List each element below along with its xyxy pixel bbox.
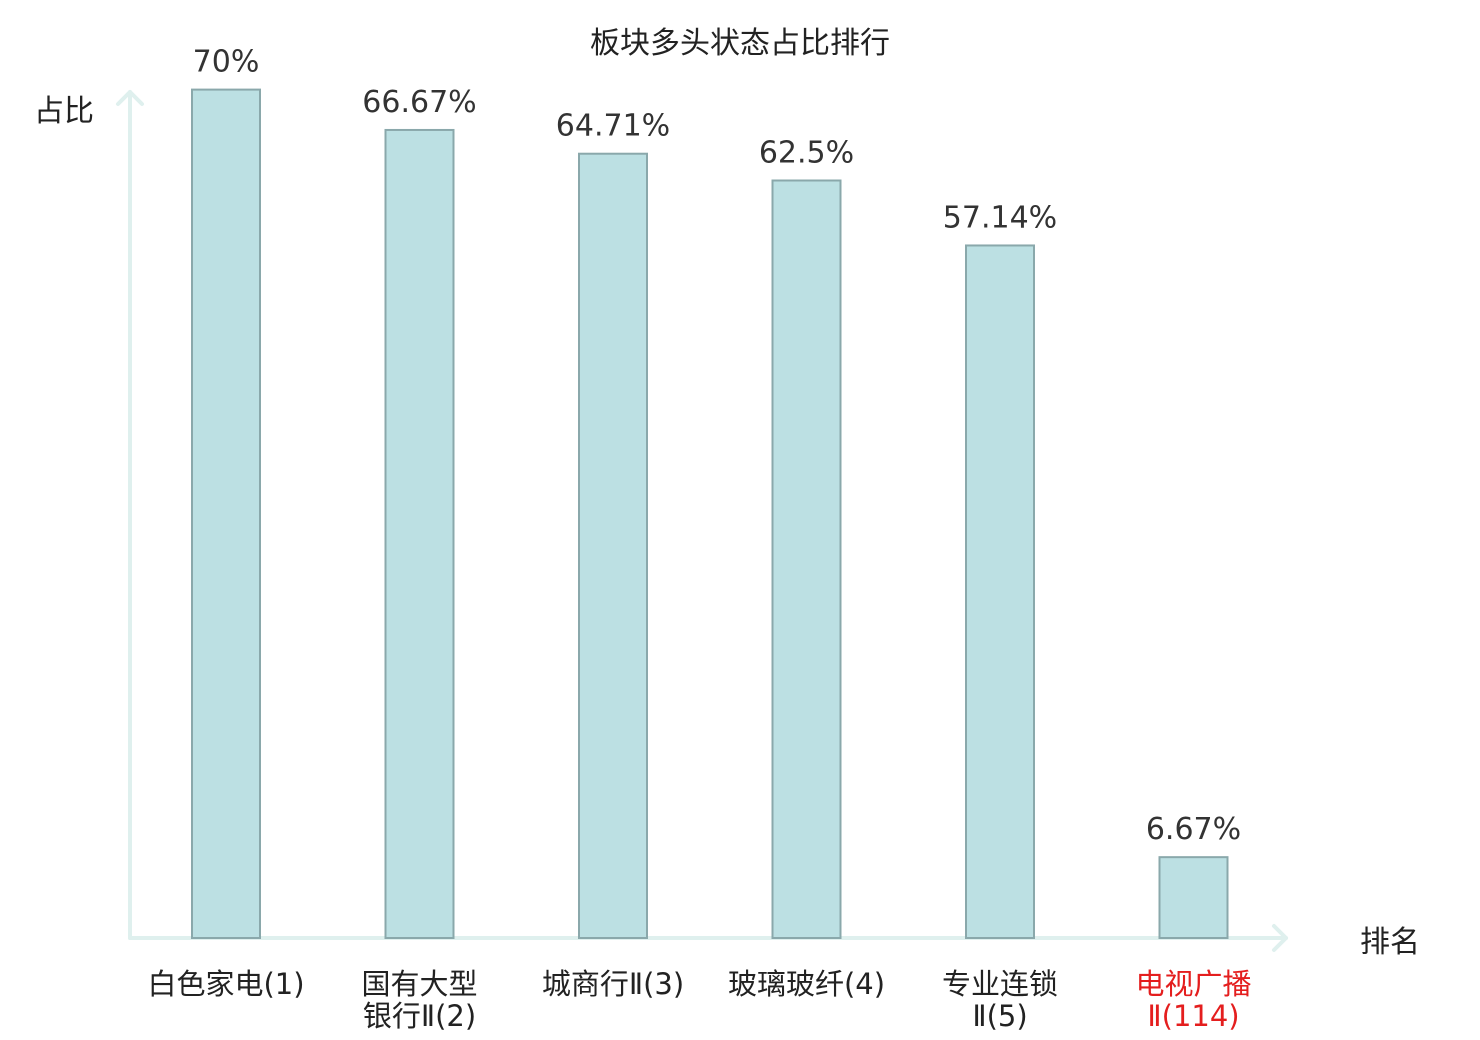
category-label-line: 白色家电(1) (147, 967, 304, 1001)
bar-5 (965, 244, 1035, 939)
bar-1 (191, 88, 261, 940)
category-label-1: 白色家电(1) (147, 967, 304, 1001)
category-label-line: Ⅱ(5) (972, 999, 1027, 1033)
x-axis-arrow (1272, 924, 1288, 952)
category-label-line: 专业连锁 (942, 967, 1058, 1001)
bar-6 (1158, 856, 1229, 940)
y-axis-arrow (116, 90, 144, 106)
category-label-line: 银行Ⅱ(2) (363, 999, 476, 1033)
x-axis-label: 排名 (1360, 925, 1420, 960)
y-axis-label: 占比 (34, 94, 94, 129)
value-label-5: 57.14% (943, 200, 1057, 235)
value-label-4: 62.5% (759, 136, 854, 171)
bar-2 (384, 128, 455, 939)
category-labels-group: 白色家电(1) 国有大型银行Ⅱ(2) 城商行Ⅱ(3) 玻璃玻纤(4) 专业连锁 Ⅱ(5) 电… (147, 967, 1251, 1033)
value-label-2: 66.67% (362, 85, 476, 120)
value-label-6: 6.67% (1146, 812, 1241, 847)
category-label-5: 专业连锁 Ⅱ(5) (942, 967, 1058, 1033)
category-label-line: 玻璃玻纤(4) (728, 967, 885, 1001)
category-label-line: Ⅱ(114) (1147, 999, 1239, 1033)
category-label-3: 城商行Ⅱ(3) (542, 967, 684, 1001)
category-label-4: 玻璃玻纤(4) (728, 967, 885, 1001)
category-label-line: 国有大型 (361, 967, 477, 1001)
chart-title: 板块多头状态占比排行 (590, 26, 890, 61)
category-label-line: 城商行Ⅱ(3) (542, 967, 684, 1001)
bar-4 (771, 179, 842, 939)
bars-group (191, 88, 1229, 940)
category-label-line: 电视广播 (1135, 967, 1251, 1001)
bar-3 (578, 152, 648, 940)
value-label-1: 70% (193, 45, 260, 80)
value-labels-group: 70% 66.67% 64.71% 62.5% 57.14% 6.67% (193, 45, 1242, 848)
value-label-3: 64.71% (556, 109, 670, 144)
category-label-2: 国有大型银行Ⅱ(2) (361, 967, 477, 1033)
category-label-6: 电视广播 Ⅱ(114) (1135, 967, 1251, 1033)
